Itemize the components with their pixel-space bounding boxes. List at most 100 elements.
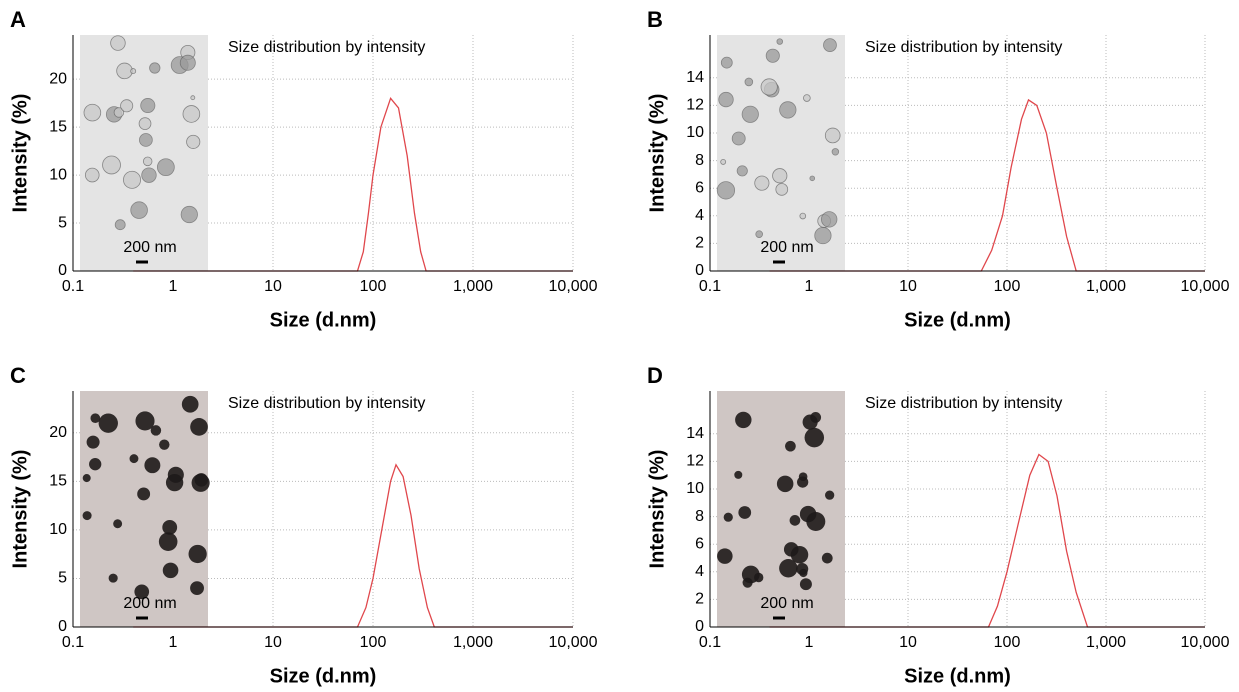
- particle: [180, 205, 198, 224]
- x-tick-label: 10,000: [549, 278, 598, 295]
- y-axis-label: Intensity (%): [646, 450, 668, 569]
- particle: [83, 103, 102, 122]
- particle: [134, 584, 150, 600]
- particle: [82, 474, 91, 483]
- particle: [823, 38, 837, 52]
- scale-bar-label: 200 nm: [760, 239, 813, 256]
- particle: [190, 581, 204, 596]
- y-axis-label: Intensity (%): [9, 450, 31, 569]
- x-tick-label: 0.1: [699, 278, 721, 295]
- y-tick-label: 12: [686, 453, 704, 470]
- panel: 0 5 10 15 20 0.1 1 10 100 1,000 10,000 200 nm Size d…: [9, 363, 597, 687]
- particle: [803, 94, 811, 102]
- particle: [144, 457, 161, 474]
- particle: [159, 439, 170, 450]
- x-axis-label: Size (d.nm): [270, 309, 377, 331]
- particle: [821, 552, 833, 564]
- particle: [776, 475, 794, 493]
- x-tick-label: 1: [805, 278, 814, 295]
- particle: [790, 545, 809, 564]
- y-tick-label: 2: [695, 591, 704, 608]
- size-curve: [769, 98, 1205, 272]
- y-tick-label: 5: [58, 570, 67, 587]
- particle: [738, 506, 752, 519]
- particle: [821, 211, 838, 228]
- particle: [181, 395, 199, 413]
- particle: [809, 175, 816, 182]
- particle: [754, 175, 770, 191]
- particle: [130, 68, 137, 75]
- particle: [138, 117, 152, 130]
- x-tick-label: 1,000: [453, 278, 493, 295]
- particle: [736, 165, 748, 177]
- panel-label: D: [647, 363, 663, 388]
- particle: [723, 512, 733, 522]
- particle: [814, 226, 832, 245]
- y-tick-label: 8: [695, 508, 704, 525]
- x-axis-label: Size (d.nm): [904, 665, 1011, 687]
- particle: [182, 105, 201, 123]
- x-tick-label: 1,000: [453, 634, 493, 651]
- x-tick-label: 100: [994, 634, 1021, 651]
- scale-bar-label: 200 nm: [760, 595, 813, 612]
- particle: [110, 35, 126, 51]
- scale-bar-label: 200 nm: [123, 595, 176, 612]
- x-axis-label: Size (d.nm): [270, 665, 377, 687]
- size-curve: [133, 463, 573, 628]
- y-tick-label: 14: [686, 425, 704, 442]
- x-tick-label: 10,000: [549, 634, 598, 651]
- x-tick-label: 1,000: [1086, 634, 1126, 651]
- particle: [799, 568, 808, 578]
- y-tick-label: 0: [695, 618, 704, 635]
- particle: [139, 133, 153, 147]
- particle: [824, 127, 841, 144]
- particle: [86, 435, 100, 449]
- y-tick-label: 12: [686, 97, 704, 114]
- x-tick-label: 100: [360, 278, 387, 295]
- particle: [717, 548, 733, 564]
- particle: [716, 181, 736, 200]
- y-axis-label: Intensity (%): [646, 94, 668, 213]
- x-tick-label: 1: [169, 634, 178, 651]
- y-tick-label: 4: [695, 207, 704, 224]
- panel: 0 2 4 6 8 10 12 14 0.1 1 10 100 1,000 10,000 200 nm Siz…: [646, 7, 1229, 331]
- particle: [129, 454, 139, 464]
- chart-title: Size distribution by intensity: [865, 395, 1062, 412]
- y-tick-label: 0: [58, 618, 67, 635]
- chart-title: Size distribution by intensity: [228, 39, 425, 56]
- particle: [755, 230, 763, 238]
- particle: [140, 98, 156, 114]
- particle: [798, 472, 808, 482]
- particle: [720, 158, 727, 165]
- y-tick-label: 10: [49, 521, 67, 538]
- y-tick-label: 20: [49, 70, 67, 87]
- particle: [179, 54, 196, 71]
- x-tick-label: 10: [899, 278, 917, 295]
- scale-bar-label: 200 nm: [123, 239, 176, 256]
- particle: [162, 519, 178, 535]
- y-tick-label: 20: [49, 424, 67, 441]
- y-tick-label: 10: [49, 166, 67, 183]
- particle: [741, 565, 760, 584]
- chart-title: Size distribution by intensity: [865, 39, 1062, 56]
- particle: [799, 212, 807, 220]
- y-tick-label: 15: [49, 118, 67, 135]
- x-tick-label: 1,000: [1086, 278, 1126, 295]
- y-tick-label: 15: [49, 473, 67, 490]
- x-tick-label: 100: [994, 278, 1021, 295]
- y-tick-label: 6: [695, 535, 704, 552]
- particle: [825, 490, 835, 500]
- particle: [141, 167, 157, 183]
- particle: [186, 134, 201, 149]
- particle: [116, 62, 133, 80]
- particle: [744, 77, 754, 87]
- particle: [804, 427, 825, 448]
- particle: [150, 425, 162, 436]
- particle: [779, 101, 797, 119]
- particle: [831, 148, 840, 156]
- particle: [130, 201, 148, 219]
- y-tick-label: 6: [695, 179, 704, 196]
- particle: [775, 183, 789, 196]
- particle: [188, 544, 207, 564]
